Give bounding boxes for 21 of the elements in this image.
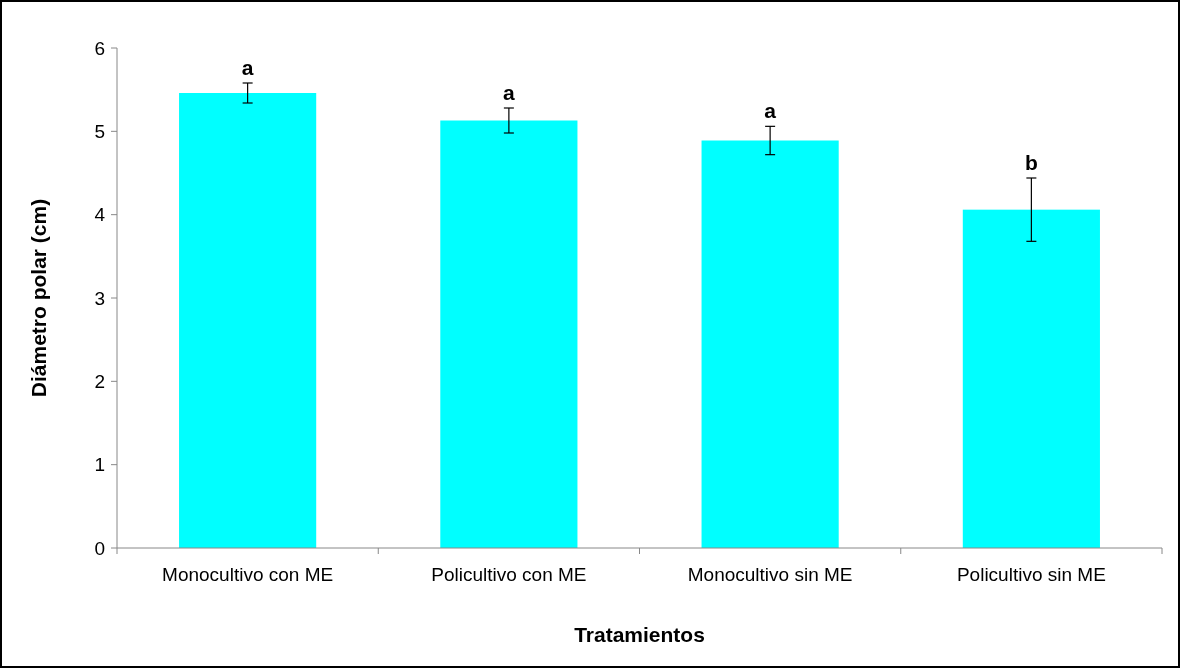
annotation: b [1024,151,1038,174]
y-tick-label: 0 [94,537,105,559]
x-tick-label: Monocultivo sin ME [687,564,853,585]
annotation: a [241,56,254,79]
annotation: a [503,81,516,104]
annotation: a [764,99,777,123]
y-tick-label: 5 [94,120,105,142]
bar [962,209,1100,548]
y-tick-label: 4 [94,204,106,226]
y-tick-label: 1 [94,454,105,476]
y-axis-title: Diámetro polar (cm) [27,198,50,398]
x-tick-label: Monocultivo con ME [162,564,334,585]
x-tick-label: Policultivo con ME [431,564,587,585]
y-tick-label: 3 [94,287,105,309]
x-axis-title: Tratamientos [574,623,705,646]
x-tick-label: Policultivo sin ME [956,564,1106,585]
bar [440,120,578,548]
bar [179,93,317,548]
y-tick-label: 6 [94,37,105,59]
y-tick-label: 2 [94,370,105,392]
bar [701,140,839,548]
